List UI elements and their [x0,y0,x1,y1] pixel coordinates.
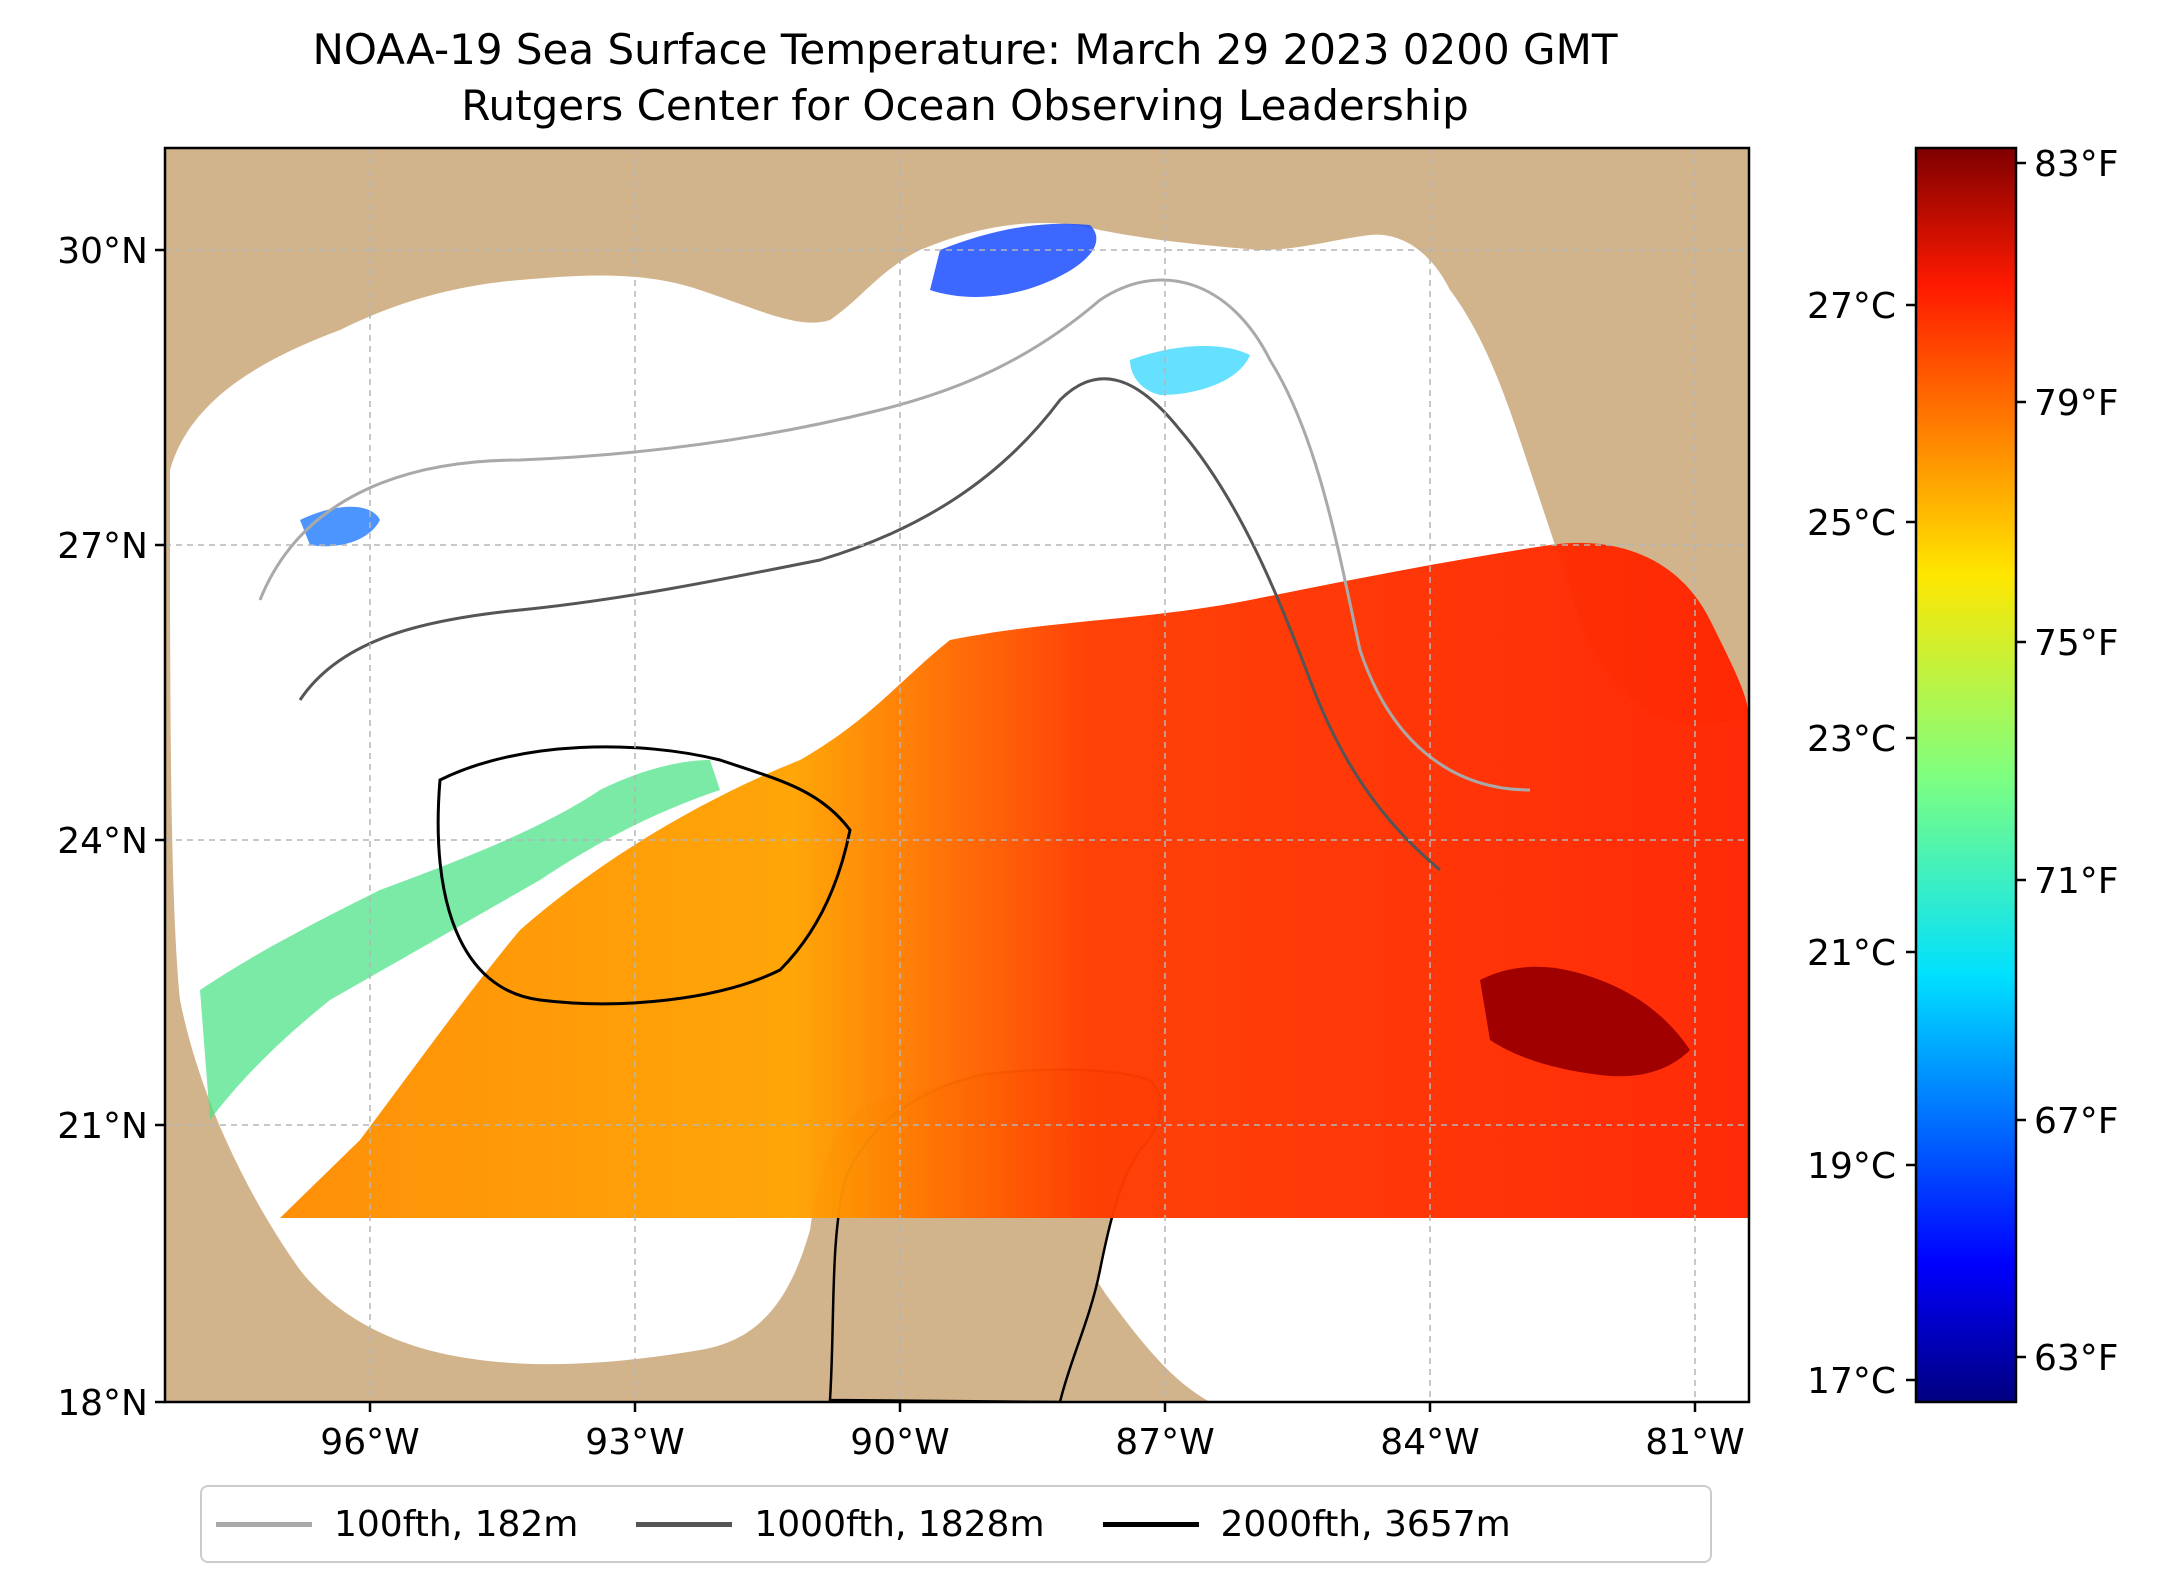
cb-c-17: 17°C [1807,1361,1896,1402]
contour-100fth [258,278,1531,792]
cb-c-23: 23°C [1807,719,1896,760]
cb-c-21: 21°C [1807,933,1896,974]
lon-label-96: 96°W [320,1422,419,1463]
colorbar: 27°C 25°C 23°C 21°C 19°C 17°C 83°F 79°F … [1807,144,2119,1404]
lon-axis: 96°W 93°W 90°W 87°W 84°W 81°W [320,1402,1745,1463]
legend-label-1000fth: 1000fth, 1828m [754,1503,1045,1545]
cb-f-63: 63°F [2034,1338,2119,1379]
lon-label-90: 90°W [850,1422,949,1463]
legend-item-2000fth: 2000fth, 3657m [1102,1503,1511,1545]
gridlines [165,148,1749,1402]
cb-f-83: 83°F [2034,144,2119,185]
cb-f-75: 75°F [2034,623,2119,664]
lon-label-93: 93°W [585,1422,684,1463]
caribbean-water [1230,1180,1749,1402]
lat-label-30: 30°N [57,231,148,272]
legend-swatch-100fth [216,1521,312,1527]
lon-label-81: 81°W [1645,1422,1744,1463]
map-panel [165,148,1749,1402]
cb-f-67: 67°F [2034,1101,2119,1142]
lat-label-27: 27°N [57,526,148,567]
cb-f-71: 71°F [2034,861,2119,902]
legend-label-100fth: 100fth, 182m [334,1503,579,1545]
contour-1000fth [298,377,1441,872]
sst-cool-edge [200,760,720,1120]
sst-hot-region [1480,966,1690,1077]
cb-c-25: 25°C [1807,503,1896,544]
map-frame [163,146,1751,1404]
sst-north-patch-2 [1130,345,1250,395]
legend-item-100fth: 100fth, 182m [216,1504,578,1545]
lat-axis: 30°N 27°N 24°N 21°N 18°N [57,231,165,1424]
lat-label-21: 21°N [57,1106,148,1147]
title-line-1: NOAA-19 Sea Surface Temperature: March 2… [312,25,1618,74]
colorbar-fahrenheit-ticks [2016,161,2026,1359]
title-line-2: Rutgers Center for Ocean Observing Leade… [461,81,1469,130]
sst-warm-band [280,542,1749,1218]
colorbar-gradient [1914,146,2018,1404]
map-title: NOAA-19 Sea Surface Temperature: March 2… [0,22,1930,134]
contour-legend: 100fth, 182m 1000fth, 1828m 2000fth, 365… [200,1485,1712,1563]
legend-swatch-2000fth [1102,1521,1199,1527]
cb-c-27: 27°C [1807,286,1896,327]
lon-label-84: 84°W [1380,1422,1479,1463]
lon-label-87: 87°W [1115,1422,1214,1463]
lat-label-18: 18°N [57,1383,148,1424]
sst-north-patch [930,223,1097,297]
cb-f-79: 79°F [2034,383,2119,424]
lat-label-24: 24°N [57,821,148,862]
colorbar-celsius-ticks [1906,303,1916,1382]
legend-swatch-1000fth [636,1521,733,1527]
legend-label-2000fth: 2000fth, 3657m [1220,1503,1511,1545]
contour-2000fth [436,745,852,1006]
cb-c-19: 19°C [1807,1146,1896,1187]
legend-item-1000fth: 1000fth, 1828m [636,1503,1045,1545]
